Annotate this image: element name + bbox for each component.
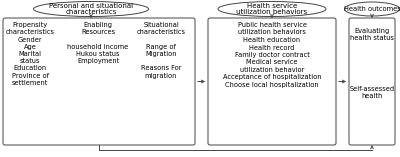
Ellipse shape <box>34 2 148 16</box>
Ellipse shape <box>218 2 326 16</box>
Text: Enabling
Resources

household income
Hukou status
Employment: Enabling Resources household income Huko… <box>67 22 129 64</box>
FancyBboxPatch shape <box>208 18 336 145</box>
Text: Situational
characteristics

Range of
Migration

Reasons For
migration: Situational characteristics Range of Mig… <box>136 22 186 79</box>
Text: Self-assessed
health: Self-assessed health <box>350 86 394 99</box>
FancyBboxPatch shape <box>3 18 195 145</box>
FancyBboxPatch shape <box>349 18 395 145</box>
Text: Health service
utilization behaviors: Health service utilization behaviors <box>236 3 308 16</box>
Text: Personal and situational
characteristics: Personal and situational characteristics <box>49 3 133 16</box>
Text: Propensity
characteristics
Gender
Age
Marital
status
Education
Province of
settl: Propensity characteristics Gender Age Ma… <box>6 22 54 86</box>
Text: Public health service
utilization behaviors
Health education
Health record
Famil: Public health service utilization behavi… <box>223 22 321 88</box>
Text: Evaluating
health status: Evaluating health status <box>350 28 394 41</box>
Text: Health outcomes: Health outcomes <box>344 6 400 12</box>
Ellipse shape <box>344 2 400 16</box>
